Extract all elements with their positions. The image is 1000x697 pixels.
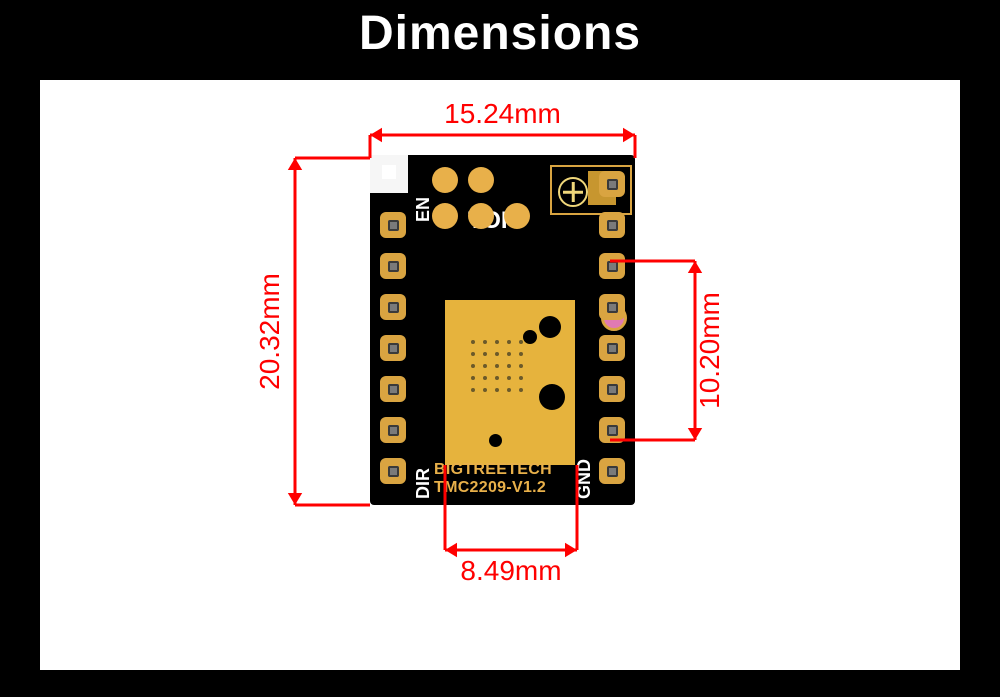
svg-text:20.32mm: 20.32mm [254,273,285,390]
svg-text:8.49mm: 8.49mm [460,555,561,586]
svg-text:15.24mm: 15.24mm [444,98,561,129]
dimension-overlay: 15.24mm 8.49mm 20.32mm 10.20mm [40,80,960,670]
diagram-stage: VM EN TOP DIR GND BIGT [40,80,960,670]
svg-text:10.20mm: 10.20mm [694,292,725,409]
diagram-panel: VM EN TOP DIR GND BIGT [40,80,960,670]
page-title: Dimensions [0,0,1000,61]
